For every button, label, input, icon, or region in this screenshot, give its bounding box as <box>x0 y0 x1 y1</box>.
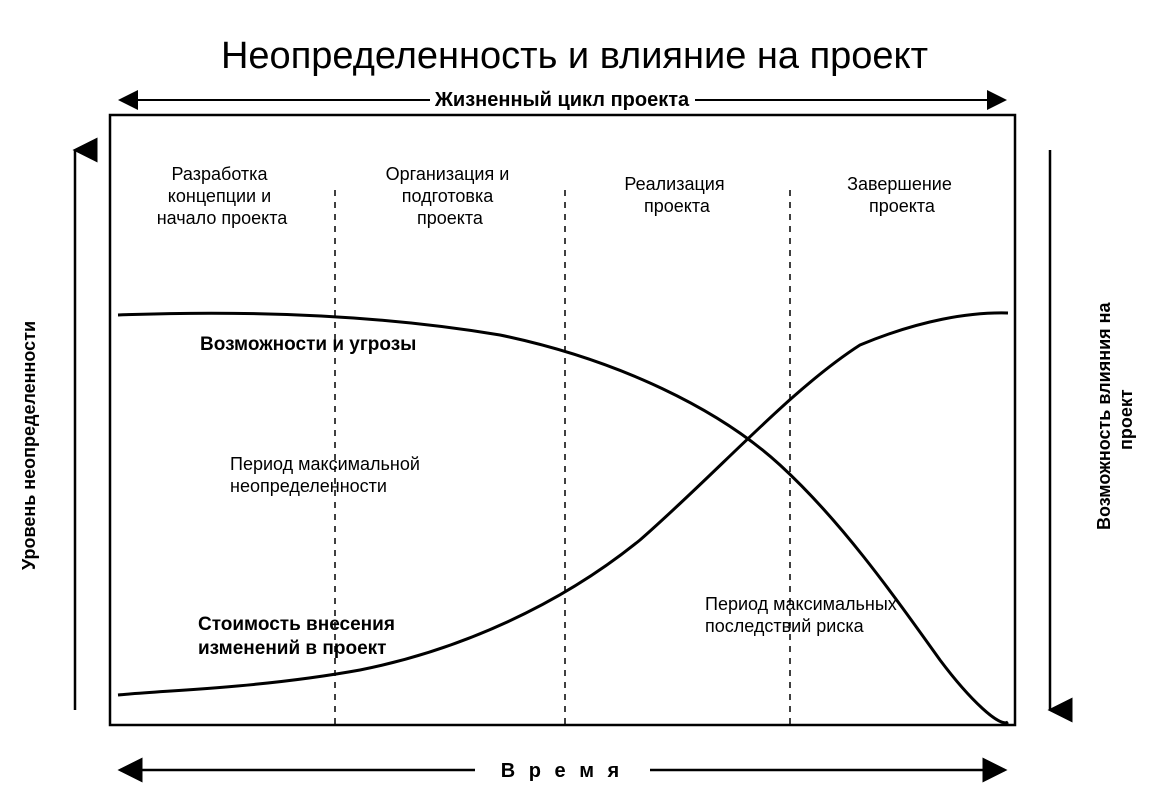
lifecycle-chart: Жизненный цикл проекта Разработка концеп… <box>0 70 1149 811</box>
y-axis-right-label: Возможность влияния на проект <box>1094 297 1136 530</box>
threats-curve <box>118 313 1008 723</box>
cost-curve-label: Стоимость внесения изменений в проект <box>198 614 400 659</box>
slide-container: { "title": "Неопределенность и влияние н… <box>0 0 1149 811</box>
phase-label-1: Организация и подготовка проекта <box>386 164 515 228</box>
phase-label-3: Завершение проекта <box>847 174 957 216</box>
y-axis-left-label: Уровень неопределенности <box>19 321 39 570</box>
x-axis-label: В р е м я <box>501 760 623 782</box>
phase-label-2: Реализация проекта <box>624 174 729 216</box>
threats-curve-label: Возможности и угрозы <box>200 334 416 355</box>
phase-label-0: Разработка концепции и начало проекта <box>157 164 289 228</box>
note-max-consequences: Период максимальных последствий риска <box>705 594 902 636</box>
note-max-uncertainty: Период максимальной неопределенности <box>230 454 425 496</box>
lifecycle-label: Жизненный цикл проекта <box>434 89 690 111</box>
